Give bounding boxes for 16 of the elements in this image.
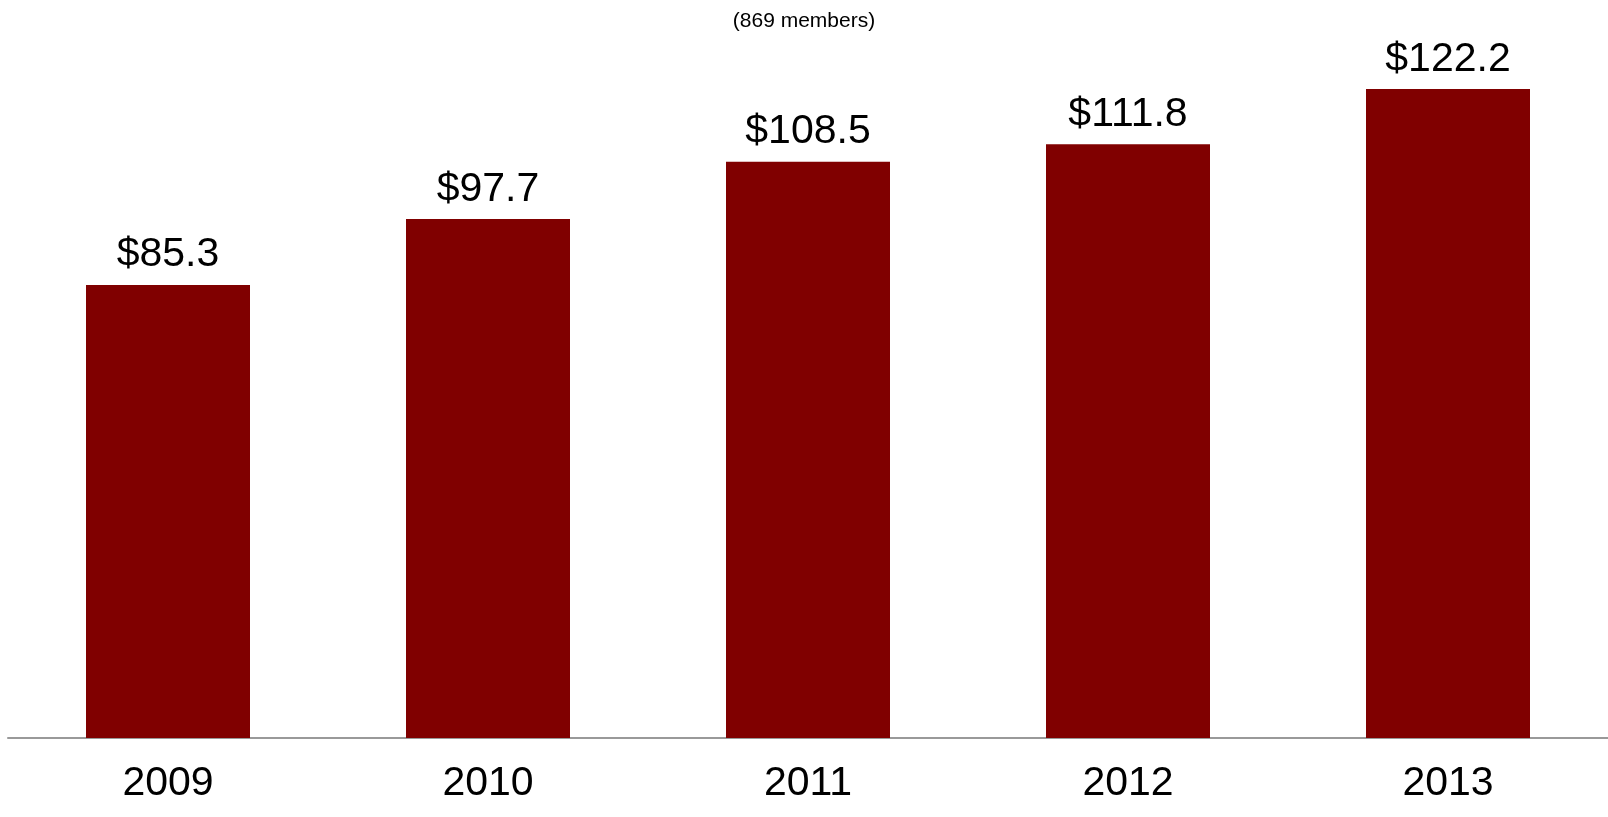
data-label: $108.5: [745, 106, 871, 153]
bar: [726, 161, 890, 738]
bar: [406, 219, 570, 738]
data-label: $97.7: [436, 163, 540, 210]
bar: [1046, 144, 1210, 738]
chart-subtitle: (869 members): [732, 8, 876, 31]
data-label: $122.2: [1385, 33, 1511, 80]
bar: [1366, 89, 1530, 738]
x-tick-label: 2010: [442, 757, 534, 804]
x-tick-label: 2012: [1082, 757, 1174, 804]
x-tick-label: 2009: [122, 757, 214, 804]
x-tick-label: 2011: [763, 757, 853, 804]
data-label: $85.3: [116, 229, 220, 276]
x-tick-label: 2013: [1402, 757, 1494, 804]
data-label: $111.8: [1068, 88, 1188, 135]
bar: [86, 284, 250, 738]
